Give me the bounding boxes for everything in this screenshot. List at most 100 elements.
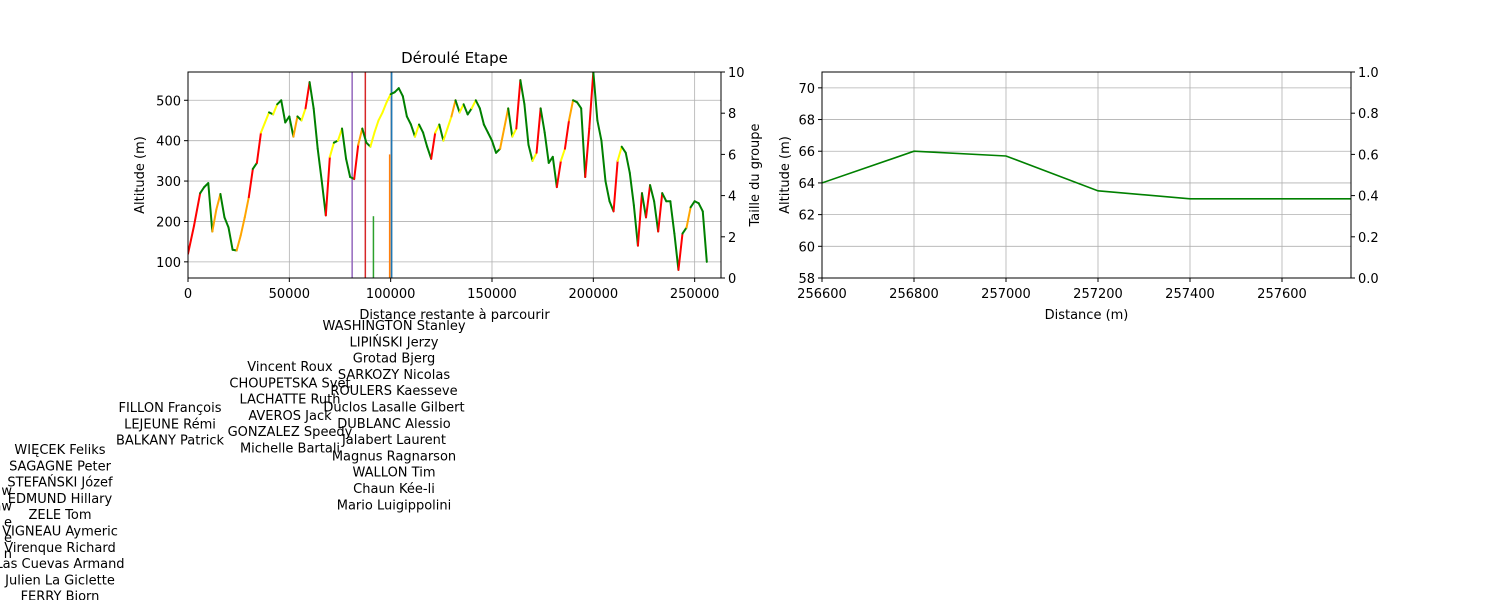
rider-name: FERRY Bjorn [21, 590, 100, 600]
y-tick-label: 500 [156, 94, 181, 109]
y2-tick-label: 4 [728, 190, 736, 205]
profile-segment [345, 157, 352, 179]
x-tick-label: 257000 [981, 287, 1031, 302]
rider-name: e [4, 531, 12, 546]
profile-segment [636, 192, 643, 247]
y2-tick-label: 0.4 [1358, 190, 1379, 205]
profile-segment [199, 186, 206, 195]
rider-name: Chaun Kée-li [353, 482, 435, 497]
x-tick-label: 250000 [670, 287, 720, 302]
profile-segment [584, 127, 591, 179]
y2-tick-label: 0.2 [1358, 231, 1379, 246]
profile-segment [259, 121, 267, 134]
profile-segment [462, 103, 469, 116]
profile-segment [361, 127, 368, 144]
profile-segment [211, 208, 218, 233]
profile-segment [219, 192, 226, 219]
y2-tick-label: 6 [728, 148, 736, 163]
y2-tick-label: 0 [728, 272, 736, 287]
y2-tick-label: 0.0 [1358, 272, 1379, 287]
profile-segment [478, 107, 485, 126]
rider-name: LEJEUNE Rémi [124, 417, 216, 432]
y-tick-label: 62 [798, 209, 815, 224]
profile-segment [247, 167, 254, 199]
rider-name: Las Cuevas Armand [0, 557, 125, 572]
rider-name: FILLON François [119, 401, 222, 416]
profile-segment [515, 79, 522, 130]
rider-name: SARKOZY Nicolas [338, 368, 450, 383]
profile-segment [413, 123, 421, 138]
y-tick-label: 200 [156, 215, 181, 230]
x-tick-label: 257200 [1073, 287, 1123, 302]
profile-segment [255, 131, 262, 164]
profile-segment [442, 127, 449, 142]
profile-segment [563, 119, 571, 150]
profile-segment [458, 103, 465, 114]
profile-segment [341, 127, 348, 160]
profile-segment [523, 103, 530, 146]
rider-name: SAGAGNE Peter [9, 459, 112, 474]
y-tick-label: 300 [156, 175, 181, 190]
rider-name: LACHATTE Ruth [240, 393, 341, 408]
profile-segment [697, 202, 704, 213]
rider-name: VIGNEAU Aymeric [2, 525, 118, 540]
profile-segment [499, 127, 506, 150]
profile-segment [490, 139, 498, 154]
rider-name: STEFAŃSKI Józef [7, 475, 113, 491]
rider-name: n [4, 547, 12, 562]
y-tick-label: 70 [798, 82, 815, 97]
profile-segment [535, 107, 542, 154]
altitude-series-line [822, 150, 1351, 200]
y2-tick-label: 8 [728, 107, 736, 122]
profile-segment [280, 99, 287, 124]
rider-name: WIĘCEK Feliks [14, 443, 105, 458]
profile-segment [430, 131, 437, 160]
profile-segment [401, 95, 408, 118]
plot-area [188, 72, 708, 278]
profile-segment [543, 131, 550, 164]
profile-segment [312, 107, 319, 150]
rider-name: EDMUND Hillary [8, 492, 113, 507]
grid-lines [821, 72, 1351, 279]
y-axis-label: Altitude (m) [133, 136, 148, 214]
x-tick-label: 200000 [569, 287, 619, 302]
x-tick-label: 257600 [1257, 287, 1307, 302]
zoom-distance-chart: 256600 256800 257000 257200 257400 257600 58 60… [778, 66, 1379, 323]
rider-name: e [4, 515, 12, 530]
profile-segment [486, 131, 493, 142]
y-tick-label: 58 [798, 272, 815, 287]
y2-axis-label: Taille du groupe [748, 123, 763, 227]
y-tick-label: 60 [798, 240, 815, 255]
profile-segment [645, 184, 652, 219]
rider-name: Duclos Lasalle Gilbert [323, 401, 464, 416]
axes-frame [187, 71, 722, 279]
profile-segment [207, 182, 214, 233]
profile-segment [653, 200, 660, 233]
profile-segment [681, 226, 688, 235]
profile-segment [592, 72, 599, 122]
profile-segment [620, 145, 627, 154]
rider-name: ZELE Tom [28, 508, 91, 523]
profile-segment [454, 99, 461, 114]
profile-segment [600, 139, 607, 183]
rider-name: Grotad Bjerg [353, 352, 435, 367]
profile-segment [409, 123, 416, 138]
x-tick-label: 100000 [366, 287, 416, 302]
profile-segment [243, 196, 250, 219]
profile-segment [446, 115, 453, 130]
profile-segment [539, 107, 546, 134]
profile-segment [576, 101, 583, 110]
profile-segment [324, 155, 331, 217]
profile-segment [381, 101, 388, 114]
profile-segment [470, 99, 477, 110]
profile-segment [669, 200, 676, 235]
rider-name: CHOUPETSKA Svet [229, 376, 350, 391]
x-tick-label: 50000 [269, 287, 310, 302]
profile-segment [551, 155, 558, 189]
chart-title: Déroulé Etape [401, 49, 508, 67]
x-tick-label: 257400 [1165, 287, 1215, 302]
profile-segment [300, 107, 307, 122]
stage-profile-chart: 0 50000 100000 150000 200000 2500001002003004… [133, 49, 763, 323]
